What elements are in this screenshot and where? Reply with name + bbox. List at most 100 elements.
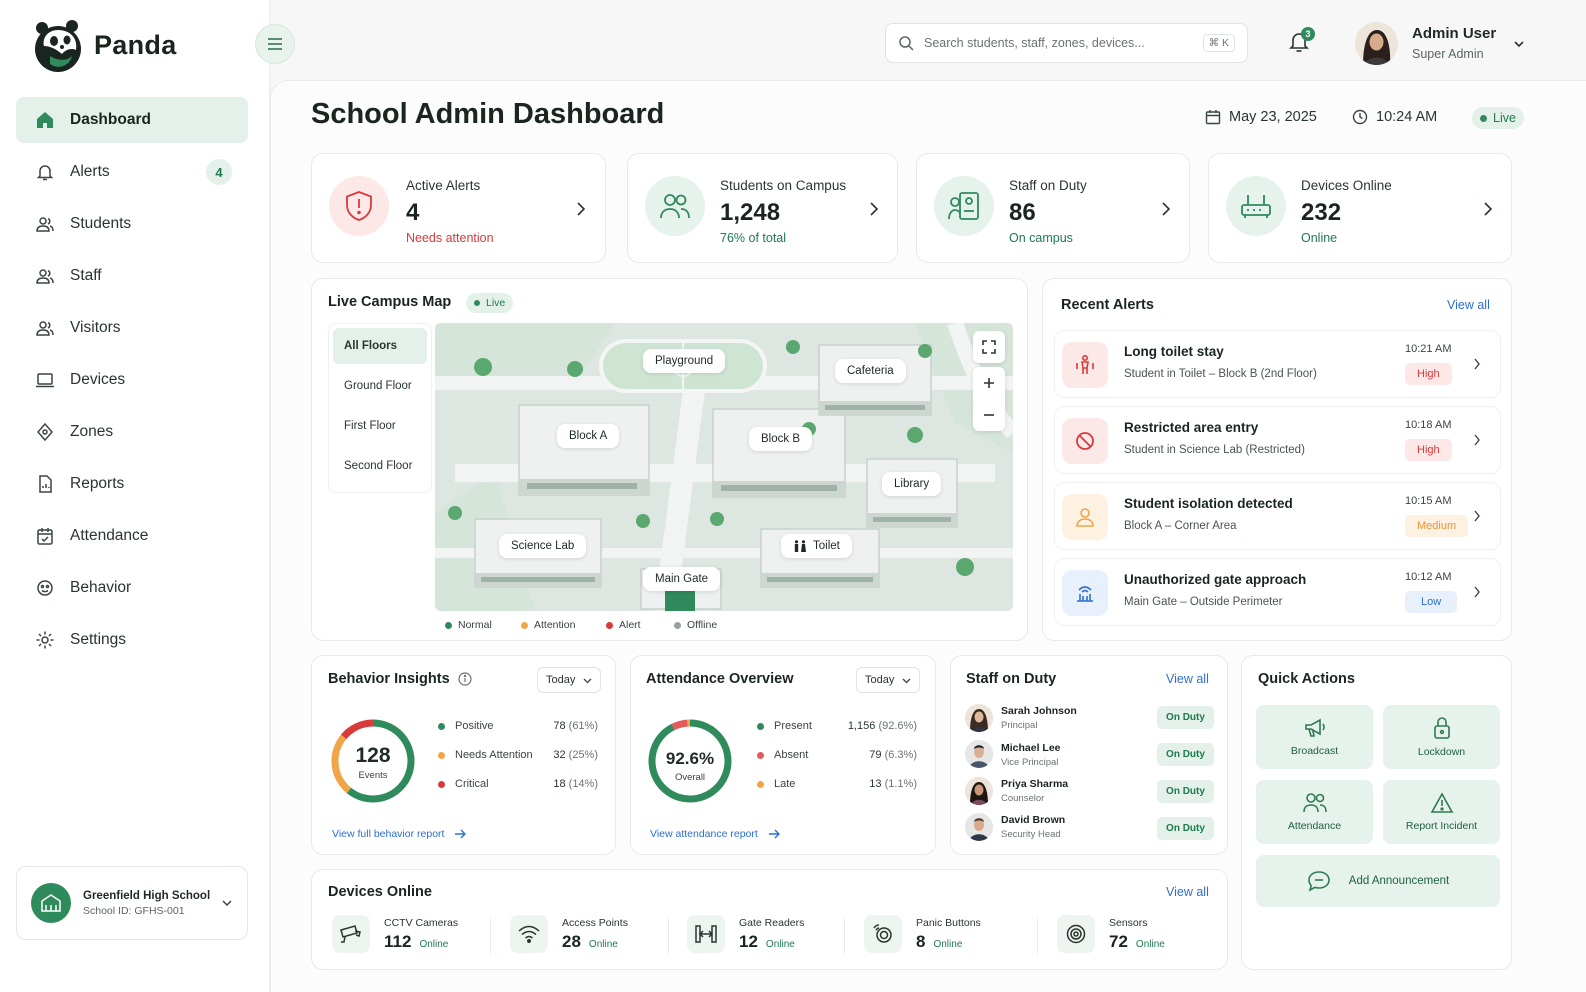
school-switcher[interactable]: Greenfield High School School ID: GFHS-0… — [16, 866, 248, 940]
alert-item[interactable]: Student isolation detected Block A – Cor… — [1054, 482, 1501, 550]
live-status-badge: Live — [1472, 107, 1524, 129]
sidebar-item-staff[interactable]: Staff — [16, 253, 248, 299]
device-panic-buttons[interactable]: Panic Buttons 8 Online — [864, 912, 981, 956]
alert-item[interactable]: Unauthorized gate approach Main Gate – O… — [1054, 558, 1501, 626]
search-input[interactable]: Search students, staff, zones, devices..… — [924, 36, 1145, 50]
view-all-alerts-link[interactable]: View all — [1447, 298, 1490, 312]
alert-title: Long toilet stay — [1124, 344, 1224, 359]
sidebar-item-zones[interactable]: Zones — [16, 409, 248, 455]
sidebar-item-settings[interactable]: Settings — [16, 617, 248, 663]
device-access-points[interactable]: Access Points 28 Online — [510, 912, 628, 956]
section-title: Recent Alerts — [1061, 297, 1154, 313]
behavior-report-link[interactable]: View full behavior report — [332, 828, 467, 840]
map-label-main-gate[interactable]: Main Gate — [643, 567, 721, 591]
floor-option-all[interactable]: All Floors — [333, 328, 427, 364]
device-sensors[interactable]: Sensors 72 Online — [1057, 912, 1165, 956]
floor-option-second[interactable]: Second Floor — [344, 460, 413, 472]
avatar[interactable] — [965, 777, 993, 805]
sidebar-item-behavior[interactable]: Behavior — [16, 565, 248, 611]
row-value: 78 (61%) — [553, 720, 598, 732]
sidebar-item-alerts[interactable]: Alerts 4 — [16, 149, 248, 195]
sidebar-item-students[interactable]: Students — [16, 201, 248, 247]
alert-item[interactable]: Long toilet stay Student in Toilet – Blo… — [1054, 330, 1501, 398]
avatar[interactable] — [965, 813, 993, 841]
report-incident-button[interactable]: Report Incident — [1383, 780, 1500, 844]
no-entry-icon — [1062, 418, 1108, 464]
alert-title: Student isolation detected — [1124, 496, 1293, 511]
avatar[interactable] — [1355, 22, 1398, 65]
stat-card-devices-online[interactable]: Devices Online 232 Online — [1208, 153, 1512, 263]
map-label-library[interactable]: Library — [882, 472, 942, 496]
avatar[interactable] — [965, 740, 993, 768]
stat-label: Active Alerts — [406, 178, 481, 193]
row-pct: (92.6%) — [878, 720, 917, 732]
map-label-toilet[interactable]: Toilet — [781, 534, 852, 558]
alert-item[interactable]: Restricted area entry Student in Science… — [1054, 406, 1501, 474]
floor-option-ground[interactable]: Ground Floor — [344, 380, 412, 392]
school-name: Greenfield High School — [83, 889, 211, 902]
device-gate-readers[interactable]: Gate Readers 12 Online — [687, 912, 804, 956]
sidebar-item-dashboard[interactable]: Dashboard — [16, 97, 248, 143]
lockdown-button[interactable]: Lockdown — [1383, 705, 1500, 769]
map-label-block-a[interactable]: Block A — [557, 424, 620, 448]
attendance-action-button[interactable]: Attendance — [1256, 780, 1373, 844]
stat-card-active-alerts[interactable]: Active Alerts 4 Needs attention — [311, 153, 606, 263]
sidebar-item-devices[interactable]: Devices — [16, 357, 248, 403]
stat-card-students-on-campus[interactable]: Students on Campus 1,248 76% of total — [627, 153, 898, 263]
attendance-period-select[interactable]: Today — [856, 667, 921, 693]
sidebar-item-label: Staff — [70, 267, 102, 284]
donut-segment — [648, 719, 732, 803]
row-label: Critical — [455, 778, 489, 790]
quick-actions-card: Quick Actions Broadcast Lockdown Attenda… — [1241, 655, 1512, 970]
map-label-block-b[interactable]: Block B — [749, 427, 812, 451]
add-announcement-button[interactable]: Add Announcement — [1256, 855, 1500, 907]
chevron-right-icon — [1473, 358, 1481, 370]
row-label: Present — [774, 720, 812, 732]
donut-segment — [340, 719, 374, 740]
zoom-out-button[interactable] — [973, 399, 1005, 431]
device-status: Online — [933, 938, 963, 950]
action-label: Attendance — [1287, 820, 1342, 832]
map-label-science-lab[interactable]: Science Lab — [499, 534, 587, 558]
severity-badge: High — [1405, 363, 1452, 385]
map-label-cafeteria[interactable]: Cafeteria — [835, 359, 906, 383]
campus-map-canvas[interactable]: Playground Cafeteria Block A Block B Lib… — [435, 323, 1013, 611]
device-cctv[interactable]: CCTV Cameras 112 Online — [332, 912, 458, 956]
divider — [844, 918, 845, 954]
brand-logo[interactable]: Panda — [32, 16, 177, 74]
divider — [668, 918, 669, 954]
row-count: 13 — [869, 778, 882, 790]
view-all-devices-link[interactable]: View all — [1166, 885, 1209, 899]
info-icon[interactable] — [458, 672, 472, 686]
sidebar-item-attendance[interactable]: Attendance — [16, 513, 248, 559]
sidebar-item-visitors[interactable]: Visitors — [16, 305, 248, 351]
fullscreen-button[interactable] — [973, 331, 1005, 363]
staff-role: Principal — [1001, 720, 1038, 731]
time-text: 10:24 AM — [1376, 109, 1438, 125]
attendance-report-link[interactable]: View attendance report — [650, 828, 780, 840]
view-all-staff-link[interactable]: View all — [1166, 672, 1209, 686]
floor-option-first[interactable]: First Floor — [344, 420, 396, 432]
row-value: 79 (6.3%) — [869, 749, 917, 761]
sidebar-item-reports[interactable]: Reports — [16, 461, 248, 507]
map-label-playground[interactable]: Playground — [643, 349, 726, 373]
sidebar-item-label: Attendance — [70, 527, 149, 544]
avatar[interactable] — [965, 704, 993, 732]
minus-icon — [983, 409, 995, 421]
broadcast-button[interactable]: Broadcast — [1256, 705, 1373, 769]
status-badge: On Duty — [1157, 706, 1214, 729]
behavior-period-select[interactable]: Today — [537, 667, 602, 693]
stat-card-staff-on-duty[interactable]: Staff on Duty 86 On campus — [916, 153, 1190, 263]
section-title: Staff on Duty — [966, 671, 1057, 687]
chevron-down-icon[interactable] — [1512, 37, 1526, 51]
menu-toggle-button[interactable] — [255, 24, 295, 64]
user-name[interactable]: Admin User — [1412, 25, 1497, 42]
chat-bubble-icon — [1307, 870, 1331, 892]
search-bar[interactable]: Search students, staff, zones, devices..… — [885, 23, 1248, 63]
alert-subtitle: Block A – Corner Area — [1124, 520, 1237, 532]
home-icon — [34, 109, 56, 131]
row-pct: (14%) — [568, 778, 598, 790]
alert-subtitle: Student in Toilet – Block B (2nd Floor) — [1124, 368, 1317, 380]
zoom-in-button[interactable] — [973, 367, 1005, 399]
divider — [490, 918, 491, 954]
